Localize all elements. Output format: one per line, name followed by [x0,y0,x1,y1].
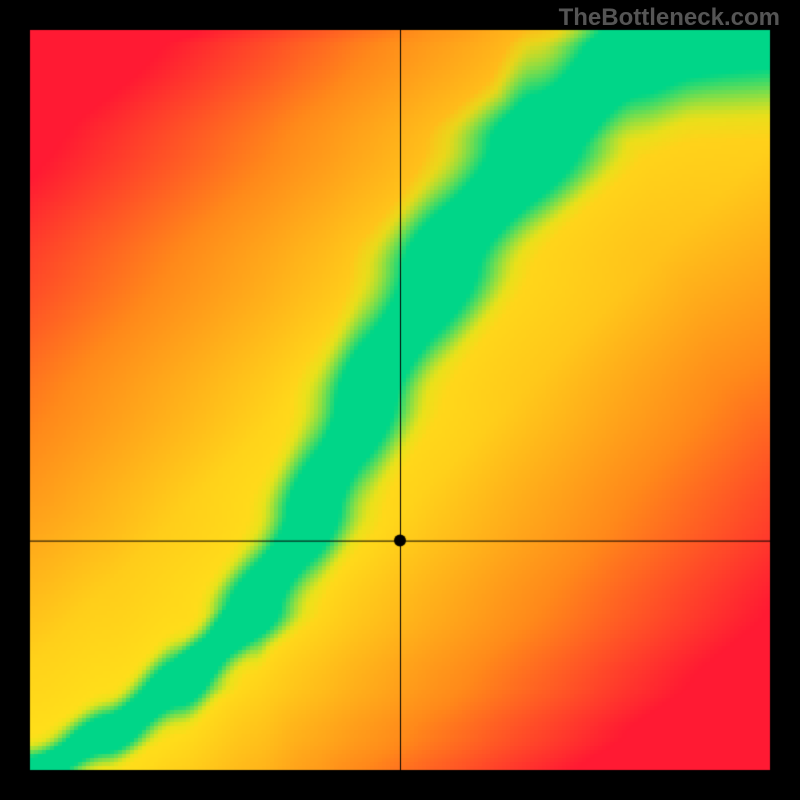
heatmap-canvas [0,0,800,800]
watermark-text: TheBottleneck.com [559,4,780,32]
